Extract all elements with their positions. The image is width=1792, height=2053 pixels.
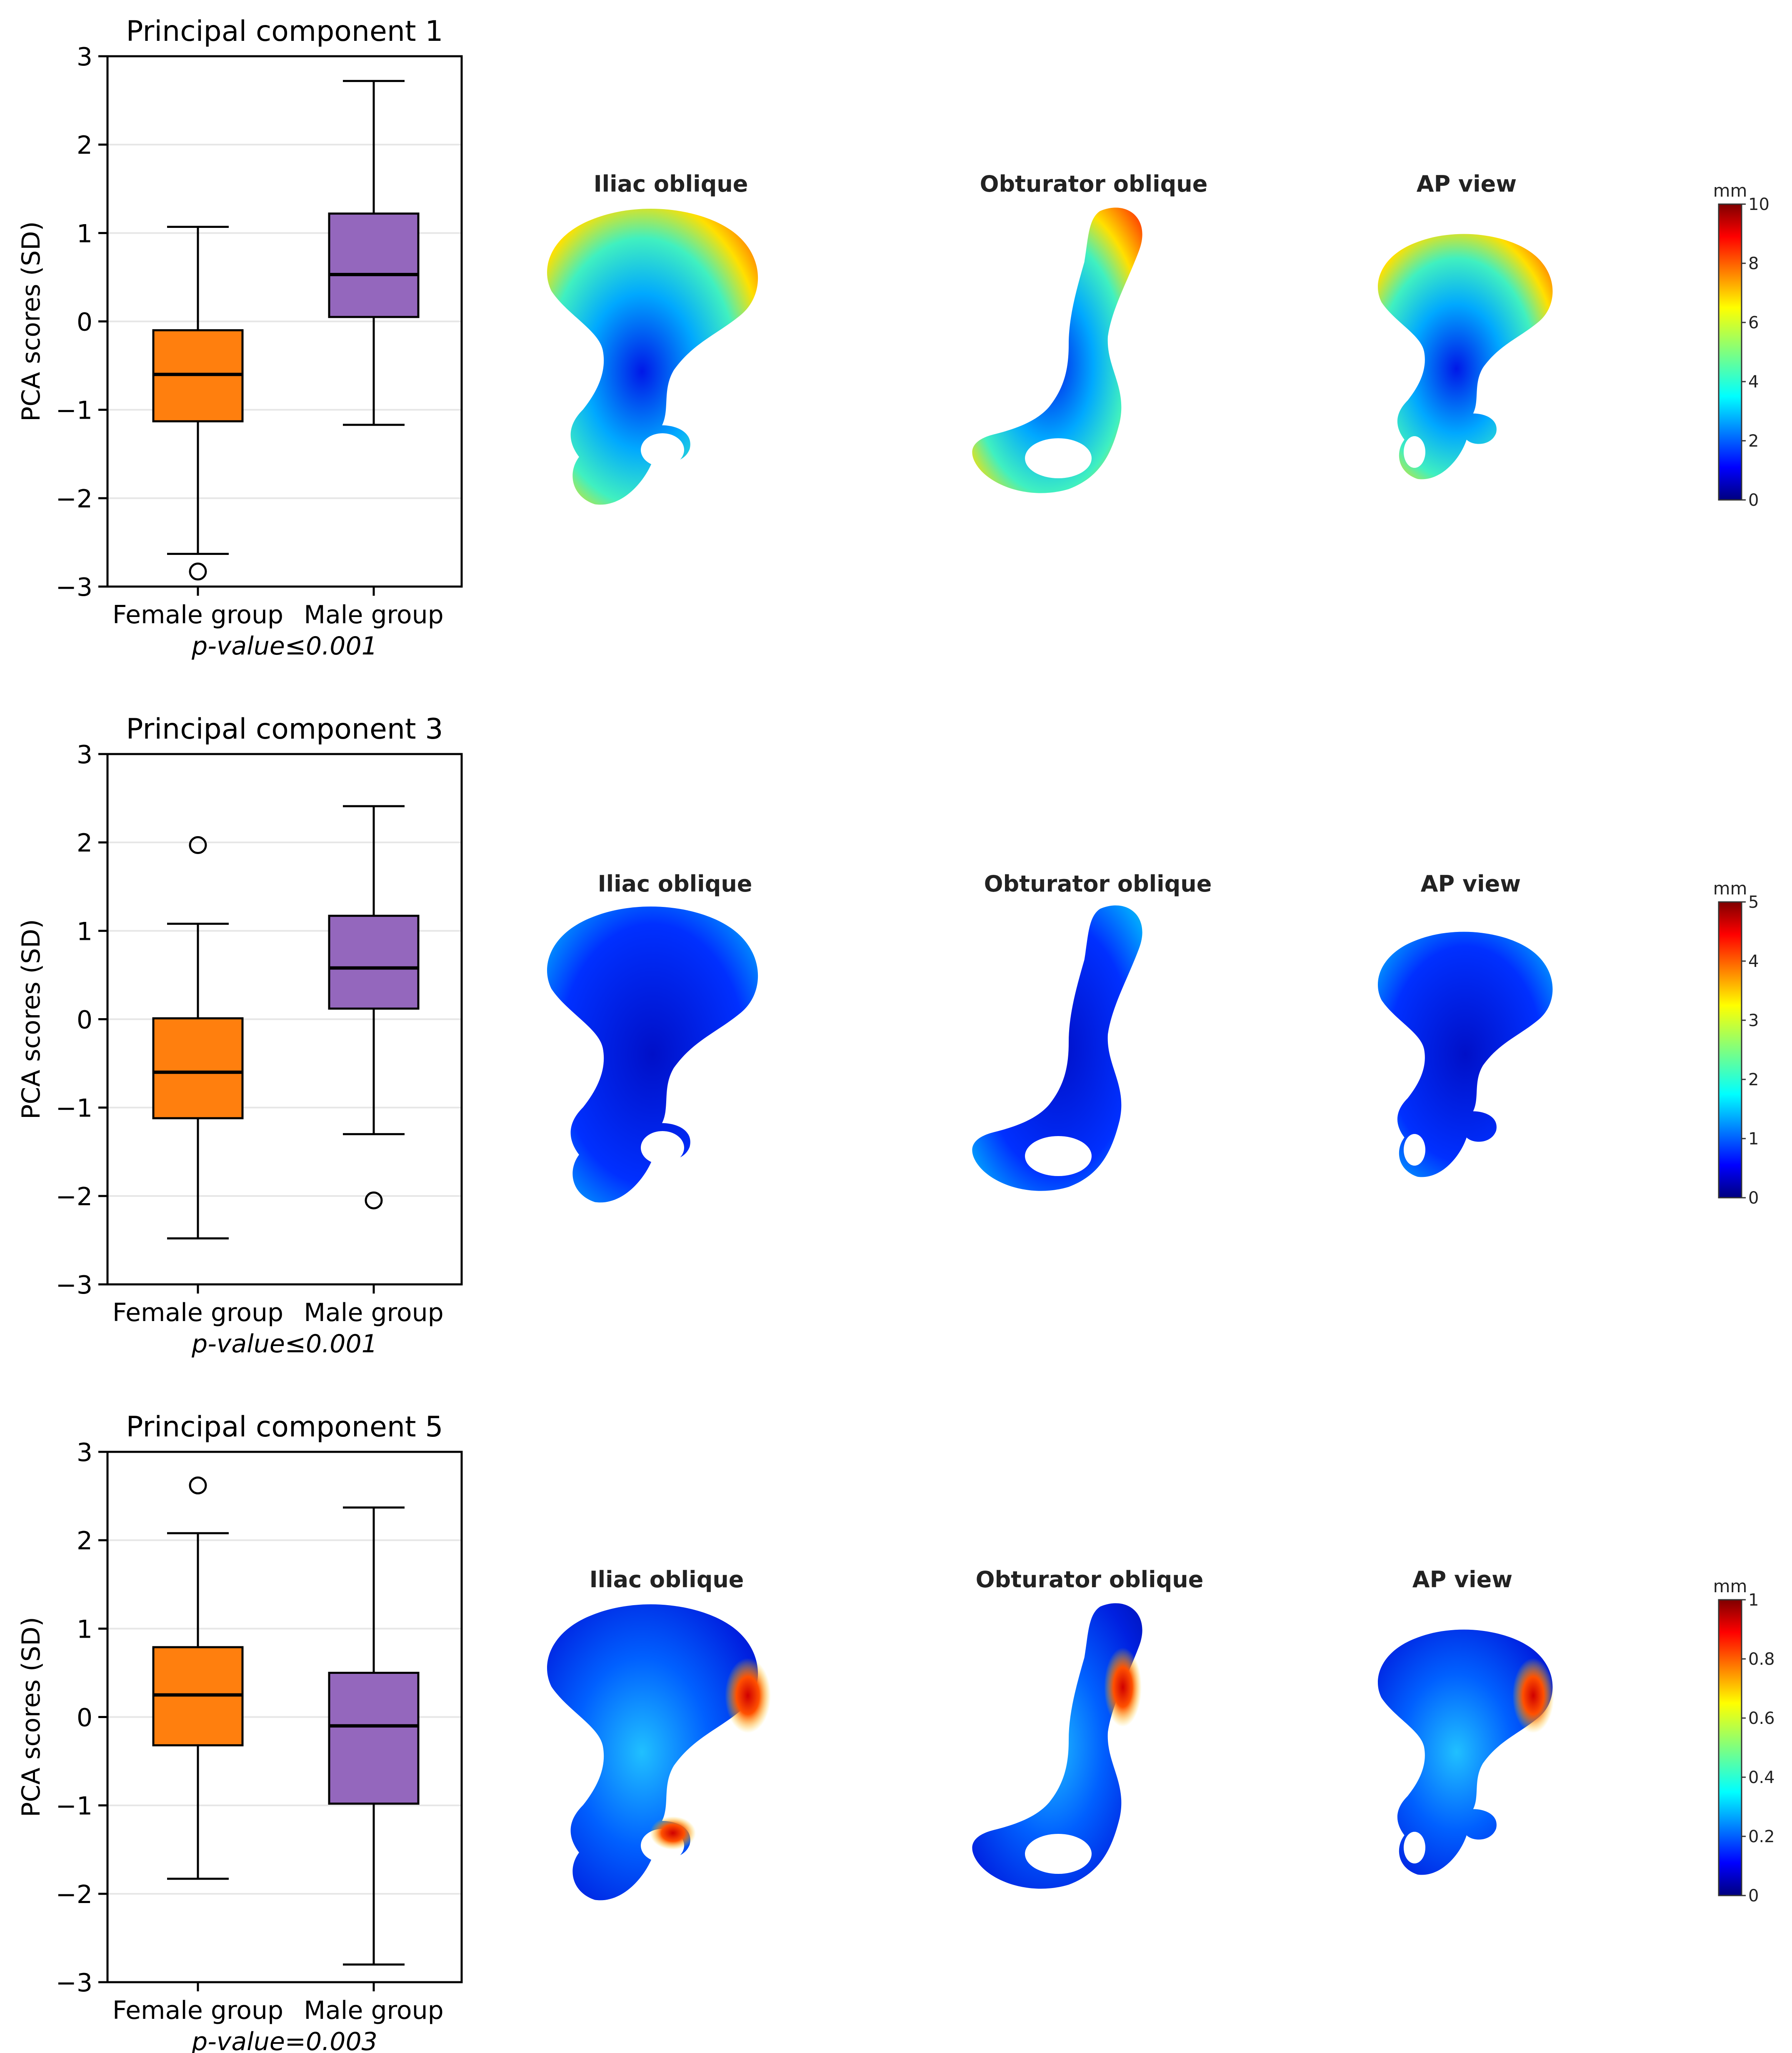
colorbar-unit: mm — [1713, 180, 1747, 201]
x-tick-label: Male group — [304, 1298, 443, 1327]
obturator-foramen — [1404, 1134, 1425, 1166]
chart-title: Principal component 3 — [126, 713, 443, 746]
obturator-foramen — [1404, 436, 1425, 468]
view-label: Obturator oblique — [976, 1566, 1204, 1593]
y-tick-label: −2 — [56, 1880, 92, 1909]
p-value-label: p-value≤0.001 — [191, 632, 377, 661]
outlier-point — [189, 836, 207, 854]
y-tick-label: −2 — [56, 485, 92, 514]
colorbar-unit: mm — [1713, 1576, 1747, 1596]
y-tick-label: 1 — [77, 219, 92, 248]
colorbar-tick-label: 5 — [1748, 893, 1759, 912]
obturator-foramen — [1025, 438, 1092, 478]
obturator-foramen — [641, 433, 684, 467]
obturator-foramen — [1404, 1832, 1425, 1863]
y-tick-label: 1 — [77, 917, 92, 946]
y-tick-label: 0 — [77, 1703, 92, 1733]
view-label: Iliac oblique — [594, 171, 748, 197]
x-tick-label: Male group — [304, 1996, 443, 2025]
chart-title: Principal component 1 — [126, 15, 443, 48]
colorbar — [1718, 203, 1742, 501]
hot-spot — [650, 1816, 696, 1850]
y-tick-label: −3 — [56, 1271, 92, 1300]
colorbar-tick-label: 1 — [1748, 1129, 1759, 1149]
colorbar — [1718, 1599, 1742, 1896]
p-value-label: p-value=0.003 — [191, 2027, 377, 2053]
box-female — [152, 1017, 244, 1119]
view-label: AP view — [1421, 871, 1521, 897]
colorbar-tick-label: 0.8 — [1748, 1650, 1775, 1669]
y-tick-label: 3 — [77, 42, 92, 72]
hot-spot — [1512, 1658, 1554, 1733]
colorbar-tick-label: 4 — [1748, 372, 1759, 392]
colorbar-tick-label: 0 — [1748, 491, 1759, 510]
box-male — [328, 212, 420, 318]
colorbar-tick-label: 2 — [1748, 432, 1759, 451]
colorbar-tick-label: 0.2 — [1748, 1827, 1775, 1846]
box-male — [328, 1671, 420, 1805]
y-tick-label: −1 — [56, 1094, 92, 1123]
box-male — [328, 914, 420, 1010]
outlier-point — [189, 562, 207, 581]
colorbar-tick-label: 0 — [1748, 1886, 1759, 1906]
colorbar-tick-label: 10 — [1748, 195, 1770, 214]
view-label: AP view — [1412, 1566, 1512, 1593]
view-label: AP view — [1417, 171, 1517, 197]
view-label: Iliac oblique — [590, 1566, 744, 1593]
y-tick-label: 3 — [77, 740, 92, 769]
x-tick-label: Female group — [112, 1996, 283, 2025]
colorbar-tick-label: 1 — [1748, 1591, 1759, 1610]
colorbar — [1718, 901, 1742, 1199]
y-tick-label: 0 — [77, 1006, 92, 1035]
y-tick-label: 3 — [77, 1438, 92, 1467]
y-tick-label: −3 — [56, 1968, 92, 1998]
outlier-point — [189, 1476, 207, 1495]
colorbar-tick-label: 0.6 — [1748, 1709, 1775, 1728]
chart-title: Principal component 5 — [126, 1411, 443, 1444]
obturator-foramen — [1025, 1136, 1092, 1176]
view-label: Obturator oblique — [980, 171, 1208, 197]
colorbar-tick-label: 0 — [1748, 1189, 1759, 1208]
colorbar-tick-label: 0.4 — [1748, 1768, 1775, 1787]
view-label: Iliac oblique — [598, 871, 752, 897]
y-tick-label: 1 — [77, 1615, 92, 1644]
y-tick-label: 2 — [77, 829, 92, 858]
p-value-label: p-value≤0.001 — [191, 1329, 377, 1359]
x-tick-label: Male group — [304, 600, 443, 629]
y-tick-label: −1 — [56, 396, 92, 425]
y-tick-label: 2 — [77, 1526, 92, 1556]
y-tick-label: −2 — [56, 1182, 92, 1211]
y-axis-label: PCA scores (SD) — [17, 919, 46, 1119]
y-axis-label: PCA scores (SD) — [17, 1617, 46, 1817]
colorbar-tick-label: 6 — [1748, 313, 1759, 332]
panel-pc5: 3 2 1 0 −1 −2 −3 Female group Male group Principa… — [17, 1411, 1775, 2053]
colorbar-tick-label: 3 — [1748, 1011, 1759, 1030]
colorbar-unit: mm — [1713, 878, 1747, 899]
y-axis-label: PCA scores (SD) — [17, 221, 46, 422]
obturator-foramen — [641, 1131, 684, 1164]
x-tick-label: Female group — [112, 1298, 283, 1327]
y-tick-label: −3 — [56, 573, 92, 602]
panel-pc3: 3 2 1 0 −1 −2 −3 Female group Male group Principa… — [17, 713, 1759, 1359]
colorbar-tick-label: 4 — [1748, 952, 1759, 971]
view-label: Obturator oblique — [984, 871, 1212, 897]
y-tick-label: −1 — [56, 1792, 92, 1821]
y-tick-label: 2 — [77, 131, 92, 160]
obturator-foramen — [1025, 1834, 1092, 1874]
colorbar-tick-label: 2 — [1748, 1070, 1759, 1089]
outlier-point — [365, 1191, 383, 1209]
x-tick-label: Female group — [112, 600, 283, 629]
hot-spot — [1104, 1648, 1142, 1727]
colorbar-tick-label: 8 — [1748, 254, 1759, 273]
hot-spot — [725, 1658, 771, 1733]
y-tick-label: 0 — [77, 308, 92, 337]
